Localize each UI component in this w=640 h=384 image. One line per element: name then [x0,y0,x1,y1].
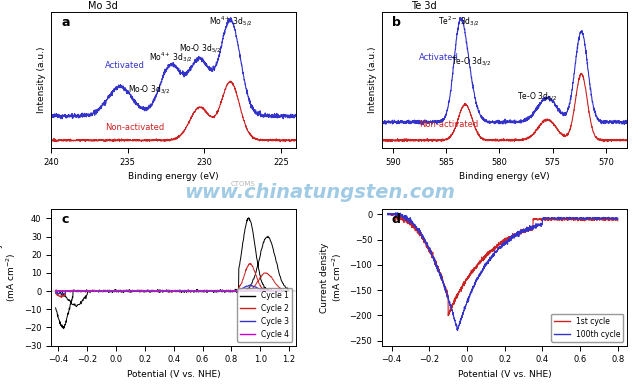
Text: Activated: Activated [419,53,460,63]
Text: Te-O 3d$_{5/2}$: Te-O 3d$_{5/2}$ [516,90,557,103]
Text: b: b [392,16,401,29]
X-axis label: Binding energy (eV): Binding energy (eV) [460,172,550,181]
X-axis label: Binding energy (eV): Binding energy (eV) [129,172,219,181]
Text: c: c [61,214,68,226]
Legend: Cycle 1, Cycle 2, Cycle 3, Cycle 4: Cycle 1, Cycle 2, Cycle 3, Cycle 4 [237,288,292,342]
Text: Mo 3d: Mo 3d [88,1,118,11]
Text: www.chinatungsten.com: www.chinatungsten.com [184,182,456,202]
Text: Te$^{2-}$ 3d$_{3/2}$: Te$^{2-}$ 3d$_{3/2}$ [438,15,480,29]
Text: Mo-O 3d$_{5/2}$: Mo-O 3d$_{5/2}$ [179,43,221,55]
Text: Non-activated: Non-activated [419,121,479,129]
X-axis label: Potential (V vs. NHE): Potential (V vs. NHE) [127,370,221,379]
Y-axis label: Current density
(mA cm$^{-2}$): Current density (mA cm$^{-2}$) [319,242,344,313]
Text: CTOMS: CTOMS [231,181,255,187]
X-axis label: Potential (V vs. NHE): Potential (V vs. NHE) [458,370,552,379]
Text: Mo$^{4+}$ 3d$_{3/2}$: Mo$^{4+}$ 3d$_{3/2}$ [149,51,193,65]
Text: Te$^{2-}$ 3d$_{5/2}$: Te$^{2-}$ 3d$_{5/2}$ [0,383,1,384]
Text: a: a [61,16,70,29]
Text: Te 3d: Te 3d [412,1,437,11]
Text: Te-O 3d$_{3/2}$: Te-O 3d$_{3/2}$ [451,55,492,68]
Legend: 1st cycle, 100th cycle: 1st cycle, 100th cycle [552,314,623,342]
Text: Activated: Activated [105,61,145,70]
Y-axis label: Intensity (a.u.): Intensity (a.u.) [367,46,376,113]
Text: Mo-O 3d$_{3/2}$: Mo-O 3d$_{3/2}$ [128,83,170,96]
Y-axis label: Current density
(mA cm$^{-2}$): Current density (mA cm$^{-2}$) [0,242,19,313]
Y-axis label: Intensity (a.u.): Intensity (a.u.) [36,46,45,113]
Text: Mo$^{4+}$ 3d$_{5/2}$: Mo$^{4+}$ 3d$_{5/2}$ [209,15,252,29]
Text: d: d [392,214,401,226]
Text: Non-activated: Non-activated [105,122,164,132]
